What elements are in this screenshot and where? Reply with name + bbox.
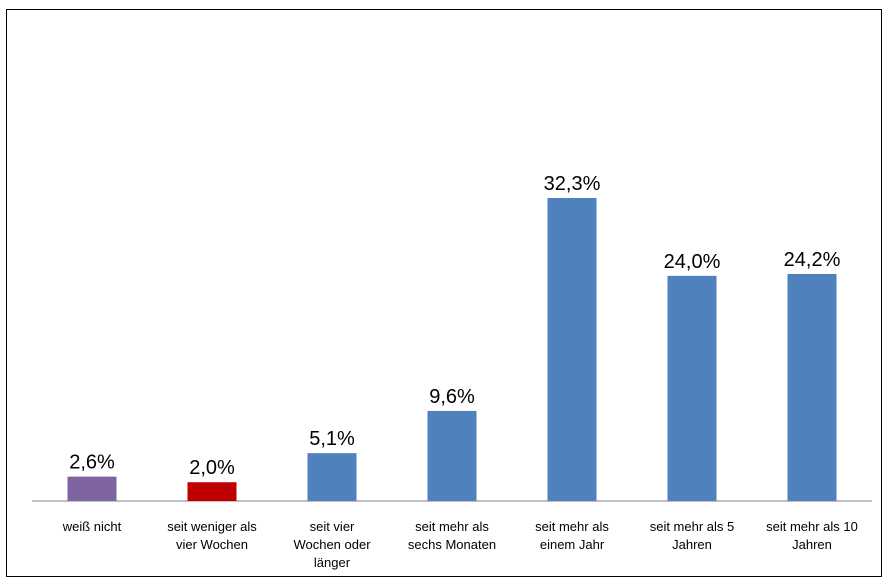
category-label-line: seit mehr als — [535, 519, 609, 534]
category-label-2: seit vier Wochen oder länger — [293, 519, 371, 570]
category-label-line: seit vier — [310, 519, 355, 534]
bars-group — [67, 198, 837, 501]
bar-1 — [187, 482, 237, 501]
category-label-3: seit mehr als sechs Monaten — [408, 519, 496, 552]
category-label-line: seit weniger als — [167, 519, 257, 534]
value-label-2: 5,1% — [309, 428, 355, 450]
category-label-4: seit mehr als einem Jahr — [535, 519, 609, 552]
value-label-1: 2,0% — [189, 457, 235, 479]
category-label-5: seit mehr als 5 Jahren — [650, 519, 735, 552]
category-label-line: seit mehr als — [415, 519, 489, 534]
bar-2 — [307, 453, 357, 501]
category-label-line: Jahren — [792, 537, 832, 552]
category-label-line: weiß nicht — [62, 519, 122, 534]
value-label-4: 32,3% — [544, 173, 601, 195]
value-label-0: 2,6% — [69, 452, 115, 474]
bar-4 — [547, 198, 597, 501]
category-label-line: sechs Monaten — [408, 537, 496, 552]
value-label-5: 24,0% — [664, 251, 721, 273]
bar-3 — [427, 410, 477, 501]
value-label-3: 9,6% — [429, 386, 475, 408]
category-labels-group: weiß nicht seit weniger als vier Wochensei… — [62, 519, 858, 570]
bar-6 — [787, 273, 837, 501]
category-label-6: seit mehr als 10 Jahren — [766, 519, 858, 552]
category-label-line: einem Jahr — [540, 537, 605, 552]
category-label-line: seit mehr als 10 — [766, 519, 858, 534]
category-label-1: seit weniger als vier Wochen — [167, 519, 257, 552]
value-label-6: 24,2% — [784, 249, 841, 271]
bar-0 — [67, 476, 117, 501]
value-labels-group: 2,6% 2,0% 5,1% 9,6% 32,3% 24,0% 24,2% — [69, 173, 840, 479]
category-label-line: Jahren — [672, 537, 712, 552]
category-label-line: vier Wochen — [176, 537, 248, 552]
bar-5 — [667, 275, 717, 501]
category-label-0: weiß nicht — [62, 519, 122, 534]
category-label-line: länger — [314, 555, 351, 570]
category-label-line: seit mehr als 5 — [650, 519, 735, 534]
category-label-line: Wochen oder — [293, 537, 371, 552]
